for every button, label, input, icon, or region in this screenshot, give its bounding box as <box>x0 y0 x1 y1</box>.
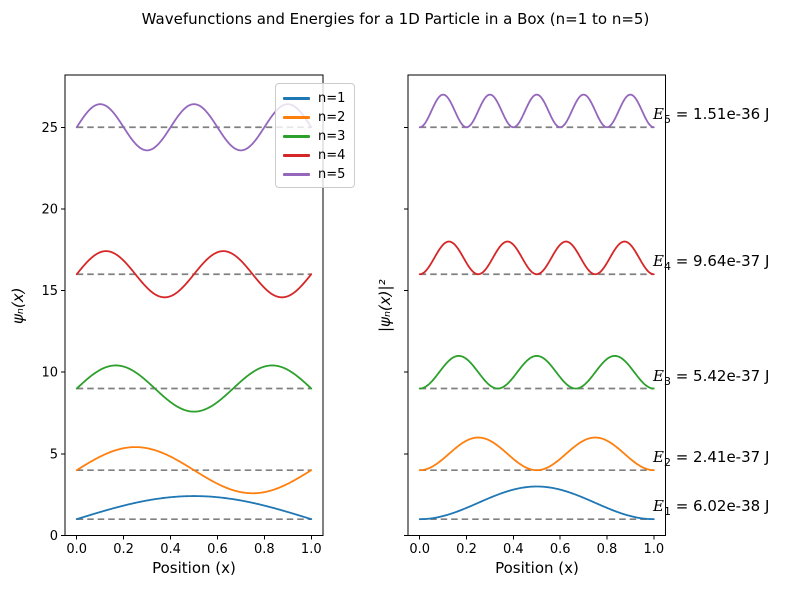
curves <box>418 93 655 521</box>
figure-title: Wavefunctions and Energies for a 1D Part… <box>141 10 650 28</box>
y-tick-label: 10 <box>41 366 58 381</box>
curve-n5 <box>418 93 655 129</box>
curve-n3 <box>75 364 313 413</box>
x-tick-label: 0.0 <box>409 542 430 557</box>
legend-item-label: n=5 <box>318 167 346 182</box>
x-tick-label: 0.6 <box>550 542 571 557</box>
legend-item-label: n=2 <box>318 110 346 125</box>
curve-n2 <box>75 446 313 495</box>
legend-line-swatch <box>283 154 310 157</box>
legend-line-swatch <box>283 97 310 100</box>
legend-item-n4: n=4 <box>283 146 348 165</box>
x-tick-label: 0.8 <box>597 542 618 557</box>
curve-n4 <box>418 240 655 276</box>
legend-line-swatch <box>283 173 310 176</box>
energy-baselines <box>419 126 654 521</box>
right-y-axis-label: |ψₙ(x)|² <box>376 279 394 332</box>
y-axis-ticks: 0 5 10 15 20 25 <box>41 121 65 544</box>
energy-label-4: E4 = 9.64e-37 J <box>653 252 770 274</box>
legend-item-n3: n=3 <box>283 127 348 146</box>
curve-n5 <box>75 103 313 152</box>
legend-line-swatch <box>283 116 310 119</box>
left-y-axis-label: ψₙ(x) <box>9 287 27 324</box>
curves <box>75 103 313 521</box>
legend-item-label: n=3 <box>318 129 346 144</box>
y-tick-label: 5 <box>50 447 58 462</box>
axes-frame <box>407 74 666 536</box>
x-tick-label: 0.0 <box>66 542 87 557</box>
y-tick-label: 25 <box>41 121 58 136</box>
x-tick-label: 0.2 <box>113 542 134 557</box>
legend-item-n1: n=1 <box>283 89 348 108</box>
curve-n2 <box>418 436 655 472</box>
x-tick-label: 0.4 <box>503 542 524 557</box>
legend-item-label: n=1 <box>318 91 346 106</box>
legend-line-swatch <box>283 135 310 138</box>
energy-label-3: E3 = 5.42e-37 J <box>653 366 770 388</box>
curve-n3 <box>418 354 655 390</box>
right-x-axis-label: Position (x) <box>495 559 579 577</box>
x-tick-label: 1.0 <box>643 542 664 557</box>
legend-item-label: n=4 <box>318 148 346 163</box>
energy-label-5: E5 = 1.51e-36 J <box>653 105 770 127</box>
axes-frame <box>64 74 324 536</box>
x-tick-label: 0.2 <box>456 542 477 557</box>
legend-item-n5: n=5 <box>283 165 348 184</box>
energy-label-2: E2 = 2.41e-37 J <box>653 448 770 470</box>
y-axis-ticks <box>404 126 408 536</box>
y-tick-label: 15 <box>41 284 58 299</box>
energy-label-1: E1 = 6.02e-38 J <box>653 497 770 519</box>
probability-density-plot: 0.0 0.2 0.4 0.6 0.8 1.0 <box>404 74 666 557</box>
y-tick-label: 0 <box>50 529 58 544</box>
curve-n1 <box>418 485 655 521</box>
legend: n=1 n=2 n=3 n=4 n=5 <box>275 83 355 188</box>
x-tick-label: 0.4 <box>160 542 181 557</box>
left-x-axis-label: Position (x) <box>152 559 236 577</box>
x-tick-label: 1.0 <box>301 542 322 557</box>
curve-n1 <box>75 495 313 521</box>
x-axis-ticks: 0.0 0.2 0.4 0.6 0.8 1.0 <box>409 535 664 557</box>
wavefunction-plot: 0.0 0.2 0.4 0.6 0.8 1.0 0 5 10 15 20 25 <box>41 74 324 557</box>
x-tick-label: 0.6 <box>207 542 228 557</box>
curve-n4 <box>75 250 313 299</box>
y-tick-label: 20 <box>41 202 58 217</box>
x-axis-ticks: 0.0 0.2 0.4 0.6 0.8 1.0 <box>66 535 322 557</box>
x-tick-label: 0.8 <box>254 542 275 557</box>
legend-item-n2: n=2 <box>283 108 348 127</box>
